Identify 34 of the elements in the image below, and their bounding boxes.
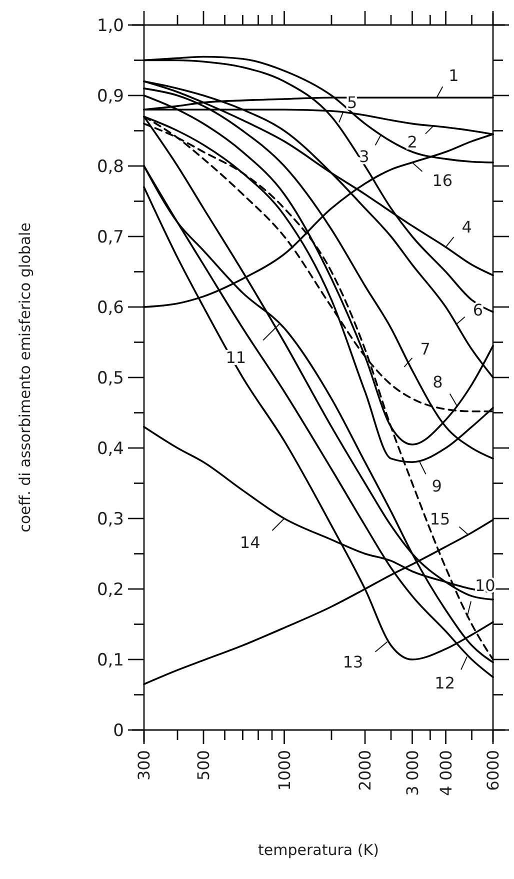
y-tick-label: 0,1	[96, 650, 124, 670]
annotation: 4	[462, 218, 472, 237]
x-tick-label: 300	[134, 750, 154, 781]
x-tick-label: 6000	[484, 750, 503, 791]
y-tick-label: 1,0	[96, 16, 124, 36]
x-tick-label: 500	[194, 750, 214, 781]
annotation: 5	[347, 92, 358, 112]
annotation: 8	[432, 372, 443, 392]
annotation: 7	[420, 340, 430, 359]
annotation: 14	[240, 533, 260, 552]
y-tick-label: 0,7	[96, 227, 124, 248]
y-axis-title: coeff. di assorbimento emisferico globale	[16, 222, 34, 532]
annotation: 6	[472, 300, 484, 320]
annotation: 15	[430, 509, 450, 528]
annotation: 3	[359, 146, 370, 166]
annotation: 12	[434, 673, 456, 692]
annotation: 1	[448, 66, 459, 86]
y-tick-label: 0,4	[96, 438, 124, 459]
y-tick-label: 0,8	[96, 156, 124, 177]
y-tick-label: 0,6	[96, 298, 124, 318]
y-tick-label: 0,2	[96, 580, 124, 600]
annotation: 2	[407, 132, 418, 152]
y-tick-label: 0,5	[96, 368, 124, 388]
x-tick-label: 2000	[356, 750, 375, 791]
y-tick-label: 0,9	[96, 86, 124, 106]
y-tick-label: 0	[113, 720, 124, 741]
x-tick-label: 4 000	[436, 750, 456, 796]
x-axis-title: temperatura (K)	[258, 841, 379, 859]
annotation: 16	[432, 171, 453, 190]
annotation: 13	[342, 652, 364, 672]
x-tick-label: 3 000	[402, 750, 422, 796]
x-tick-label: 1000	[274, 750, 294, 791]
y-tick-label: 0,3	[96, 509, 124, 530]
annotation: 9	[432, 476, 442, 496]
